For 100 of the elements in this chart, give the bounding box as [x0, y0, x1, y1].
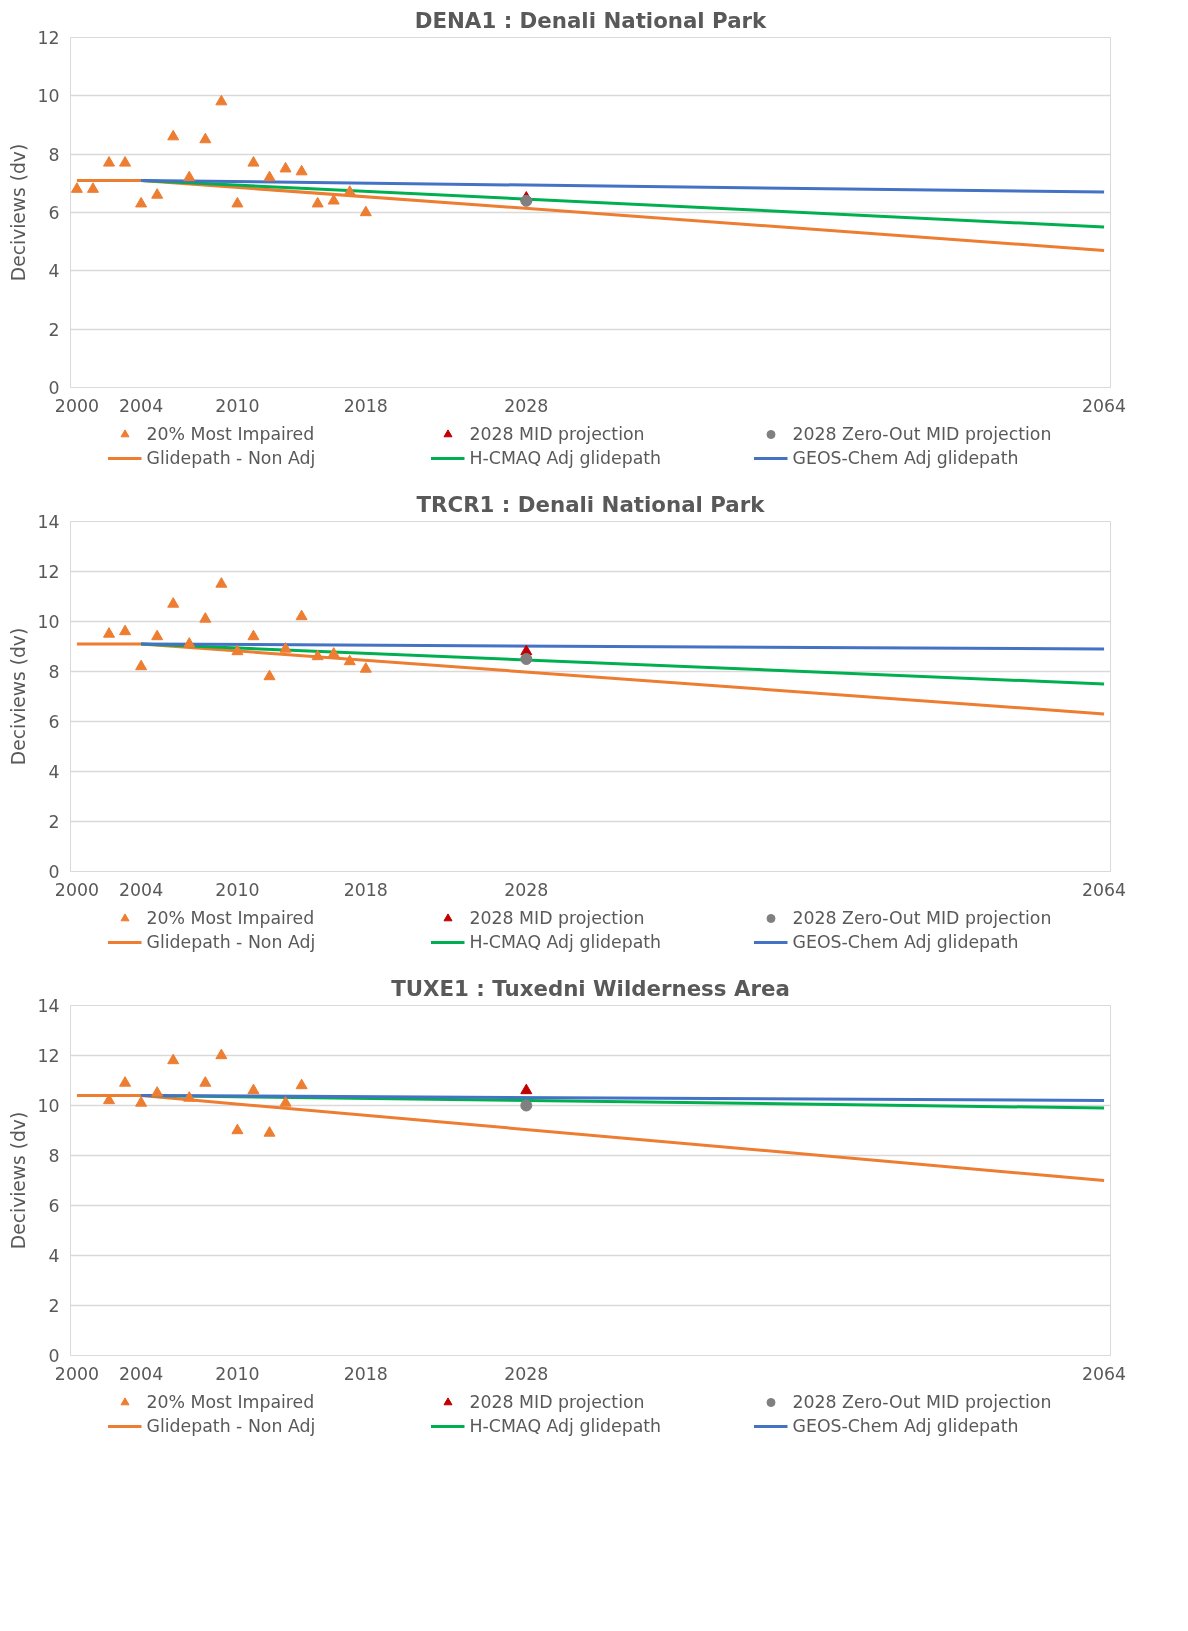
point [151, 1086, 164, 1097]
chart-title: TUXE1 : Tuxedni Wilderness Area [391, 975, 790, 1001]
point [167, 597, 180, 608]
point [295, 609, 308, 621]
point [327, 647, 340, 658]
y-tick-label: 0 [48, 1346, 60, 1366]
y-axis-title: Deciviews (dv) [8, 627, 30, 766]
point [183, 170, 196, 182]
y-tick-label: 8 [48, 144, 60, 165]
x-tick-label: 2010 [215, 879, 260, 900]
y-tick-label: 12 [37, 1046, 60, 1066]
point [231, 644, 244, 656]
x-tick-label: 2004 [119, 1363, 164, 1384]
point [295, 1078, 308, 1090]
legend-label: GEOS-Chem Adj glidepath [792, 1416, 1020, 1436]
point [119, 1076, 132, 1087]
point [103, 156, 116, 167]
x-tick-label: 2004 [119, 879, 164, 900]
legend-label: 2028 Zero-Out MID projection [792, 908, 1053, 928]
legend-label: 2028 Zero-Out MID projection [792, 424, 1053, 444]
y-tick-label: 10 [37, 86, 60, 107]
point [279, 642, 292, 653]
legend-label: 20% Most Impaired [146, 908, 316, 928]
x-tick-label: 2064 [1082, 395, 1127, 416]
y-tick-label: 2 [48, 319, 60, 340]
y-tick-label: 0 [48, 862, 60, 882]
legend-label: 2028 Zero-Out MID projection [792, 1392, 1053, 1412]
y-tick-label: 2 [48, 1296, 60, 1316]
legend-label: 2028 MID projection [469, 908, 646, 928]
x-tick-label: 2028 [504, 1363, 549, 1384]
y-tick-label: 0 [48, 378, 60, 398]
point [343, 654, 356, 666]
y-tick-label: 10 [37, 1096, 60, 1116]
point [520, 1099, 533, 1112]
point [247, 1083, 260, 1095]
legend-label: 20% Most Impaired [146, 424, 316, 444]
point [343, 185, 356, 196]
point [263, 170, 276, 182]
x-tick-label: 2018 [343, 1363, 388, 1384]
point [247, 629, 260, 641]
legend-label: 2028 MID projection [469, 424, 646, 444]
point [520, 653, 533, 665]
point [263, 1126, 276, 1137]
point [151, 188, 164, 199]
point [359, 662, 372, 673]
point [135, 659, 148, 671]
y-tick-label: 12 [37, 28, 60, 48]
chart-title: TRCR1 : Denali National Park [416, 491, 766, 517]
point [279, 1096, 292, 1107]
point [183, 1091, 196, 1102]
point [311, 196, 324, 208]
point [167, 129, 180, 141]
point [520, 1083, 533, 1095]
y-tick-label: 4 [48, 1246, 60, 1266]
point [520, 194, 533, 207]
point [119, 624, 132, 636]
x-tick-label: 2018 [343, 879, 388, 900]
point [199, 132, 212, 144]
legend-label: H-CMAQ Adj glidepath [469, 1416, 663, 1436]
legend-label: Glidepath - Non Adj [146, 448, 317, 468]
point [231, 1123, 244, 1135]
x-tick-label: 2028 [504, 395, 549, 416]
y-tick-label: 2 [48, 812, 60, 832]
x-tick-label: 2000 [54, 395, 99, 416]
point [279, 161, 292, 173]
point [103, 627, 116, 638]
x-tick-label: 2010 [215, 1363, 260, 1384]
x-tick-label: 2064 [1082, 1363, 1127, 1384]
y-tick-label: 4 [48, 762, 60, 782]
legend-label: H-CMAQ Adj glidepath [469, 448, 663, 468]
legend-label: GEOS-Chem Adj glidepath [792, 448, 1020, 468]
x-tick-label: 2018 [343, 395, 388, 416]
y-tick-label: 6 [48, 203, 60, 223]
point [135, 1096, 148, 1107]
point [359, 205, 372, 217]
point [151, 629, 164, 641]
point [295, 164, 308, 176]
y-tick-label: 8 [48, 1146, 60, 1166]
legend-label: Glidepath - Non Adj [146, 1416, 317, 1436]
y-tick-label: 12 [37, 562, 60, 582]
point [311, 649, 324, 661]
point [215, 577, 228, 588]
point [135, 196, 148, 208]
point [215, 94, 228, 106]
x-tick-label: 2000 [54, 879, 99, 900]
y-tick-label: 14 [37, 512, 60, 532]
y-tick-label: 6 [48, 1196, 60, 1216]
point [199, 1076, 212, 1087]
chart-title: DENA1 : Denali National Park [414, 7, 768, 33]
point [86, 182, 99, 193]
legend-label: H-CMAQ Adj glidepath [469, 932, 663, 952]
x-tick-label: 2028 [504, 879, 549, 900]
y-tick-label: 10 [37, 612, 60, 632]
y-axis-title: Deciviews (dv) [8, 143, 30, 282]
x-tick-label: 2000 [54, 1363, 99, 1384]
y-tick-label: 4 [48, 261, 60, 282]
legend-label: 20% Most Impaired [146, 1392, 316, 1412]
point [247, 156, 260, 167]
y-tick-label: 6 [48, 712, 60, 732]
point [70, 182, 83, 193]
